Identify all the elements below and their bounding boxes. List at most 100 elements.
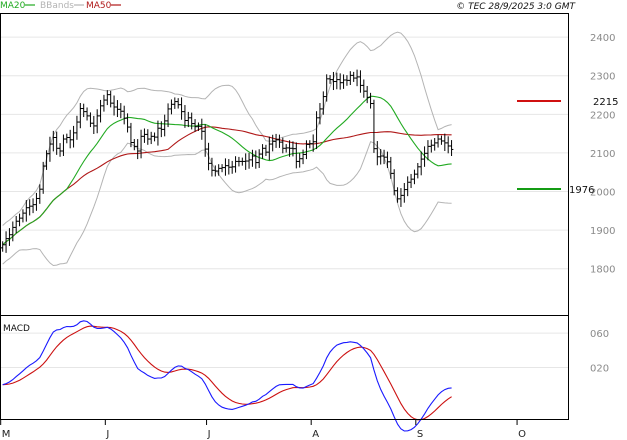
ohlc-bar	[11, 221, 15, 242]
ohlc-bar	[422, 146, 427, 167]
ohlc-bar	[68, 129, 72, 149]
ohlc-bar	[338, 73, 342, 90]
macd-line	[2, 320, 452, 432]
ohlc-bar	[250, 149, 255, 167]
ohlc-bar	[260, 144, 265, 159]
ohlc-bar	[65, 133, 69, 144]
ohlc-bar	[348, 71, 353, 86]
ohlc-bar	[156, 120, 160, 146]
bb-lower-line	[2, 141, 452, 267]
ohlc-bar	[372, 99, 376, 153]
ohlc-bar	[385, 151, 390, 168]
ohlc-bar	[213, 165, 218, 177]
ohlc-bar	[392, 169, 396, 196]
y-tick-label: 1800	[590, 265, 615, 276]
ohlc-bar	[75, 115, 79, 140]
ohlc-bar	[112, 95, 116, 116]
ohlc-bar	[142, 128, 147, 143]
ohlc-bar	[58, 143, 62, 157]
ohlc-bar	[216, 164, 221, 176]
ohlc-bar	[27, 199, 32, 216]
ohlc-bar	[247, 152, 251, 169]
ohlc-bar	[419, 151, 423, 176]
ohlc-bar	[193, 119, 197, 132]
ohlc-bar	[48, 136, 52, 162]
ohlc-bar	[429, 139, 434, 153]
ohlc-bar	[152, 132, 157, 142]
timestamp: © TEC 28/9/2025 3:0 GMT	[456, 2, 576, 12]
ohlc-bar	[257, 149, 261, 168]
ohlc-bar	[183, 105, 187, 128]
ohlc-bar	[115, 100, 120, 118]
legend-ma20-label: MA20	[0, 1, 26, 11]
ohlc-bar	[196, 122, 201, 131]
ohlc-bar	[426, 140, 430, 161]
ohlc-bar	[200, 118, 204, 140]
ohlc-bar	[0, 241, 5, 252]
ohlc-bar	[395, 187, 400, 203]
x-tick-label: J	[105, 429, 109, 440]
ohlc-bar	[4, 231, 8, 253]
ohlc-bar	[281, 137, 285, 154]
ohlc-bar	[132, 139, 137, 151]
ohlc-bar	[159, 121, 164, 138]
resistance-label: 2215	[593, 97, 618, 108]
ohlc-bar	[233, 156, 238, 173]
ohlc-bar	[122, 105, 126, 125]
y-tick-label: 2000	[590, 188, 615, 199]
ohlc-bar	[34, 192, 39, 211]
y-tick-label: 2300	[590, 72, 615, 83]
ohlc-bar	[311, 134, 315, 152]
ohlc-bar	[358, 70, 363, 93]
ohlc-bar	[38, 184, 42, 204]
ohlc-bar	[220, 164, 224, 173]
ohlc-bar	[284, 144, 288, 153]
macd-y-axis: 020 060	[590, 329, 609, 374]
ohlc-bar	[227, 159, 231, 175]
ohlc-bar	[54, 131, 59, 155]
ohlc-bar	[146, 129, 150, 145]
ohlc-bar	[436, 134, 440, 148]
ohlc-bar	[335, 72, 339, 90]
ohlc-bar	[166, 103, 170, 128]
ohlc-bar	[402, 182, 407, 203]
ohlc-bar	[179, 97, 184, 120]
ohlc-bar	[51, 130, 56, 152]
ohlc-bar	[291, 141, 295, 157]
ohlc-bar	[254, 150, 258, 169]
ohlc-bar	[92, 115, 96, 135]
ohlc-bar	[24, 200, 29, 222]
bb-upper-line	[2, 31, 452, 226]
ohlc-bar	[31, 198, 35, 214]
ohlc-bar	[98, 99, 103, 123]
ohlc-bar	[264, 144, 268, 157]
y-tick-label: 2100	[590, 149, 615, 160]
y-tick-label: 1900	[590, 226, 615, 237]
ma20-line	[2, 95, 452, 246]
ohlc-bar	[119, 103, 123, 119]
ohlc-bar	[378, 149, 383, 165]
ohlc-bar	[368, 92, 373, 109]
ohlc-bar	[176, 98, 180, 109]
ohlc-bar	[210, 157, 214, 177]
ohlc-bar	[321, 91, 326, 115]
ohlc-bar	[304, 140, 309, 160]
ohlc-bar	[44, 150, 49, 170]
ohlc-bar	[287, 140, 292, 157]
support-label: 1976	[569, 185, 594, 196]
ohlc-bar	[365, 85, 369, 104]
macd-panel-frame	[0, 315, 569, 420]
ohlc-bar	[203, 124, 207, 157]
ohlc-bar	[314, 111, 319, 150]
ohlc-bar	[416, 162, 420, 179]
ohlc-bar	[412, 169, 417, 185]
ohlc-bar	[362, 79, 366, 98]
ohlc-bar	[237, 156, 241, 167]
ohlc-bar	[139, 129, 143, 159]
ohlc-bar	[14, 216, 18, 234]
ohlc-bar	[173, 97, 177, 109]
ohlc-bar	[432, 138, 437, 151]
ohlc-bar	[328, 75, 332, 84]
ohlc-bar	[375, 141, 380, 166]
